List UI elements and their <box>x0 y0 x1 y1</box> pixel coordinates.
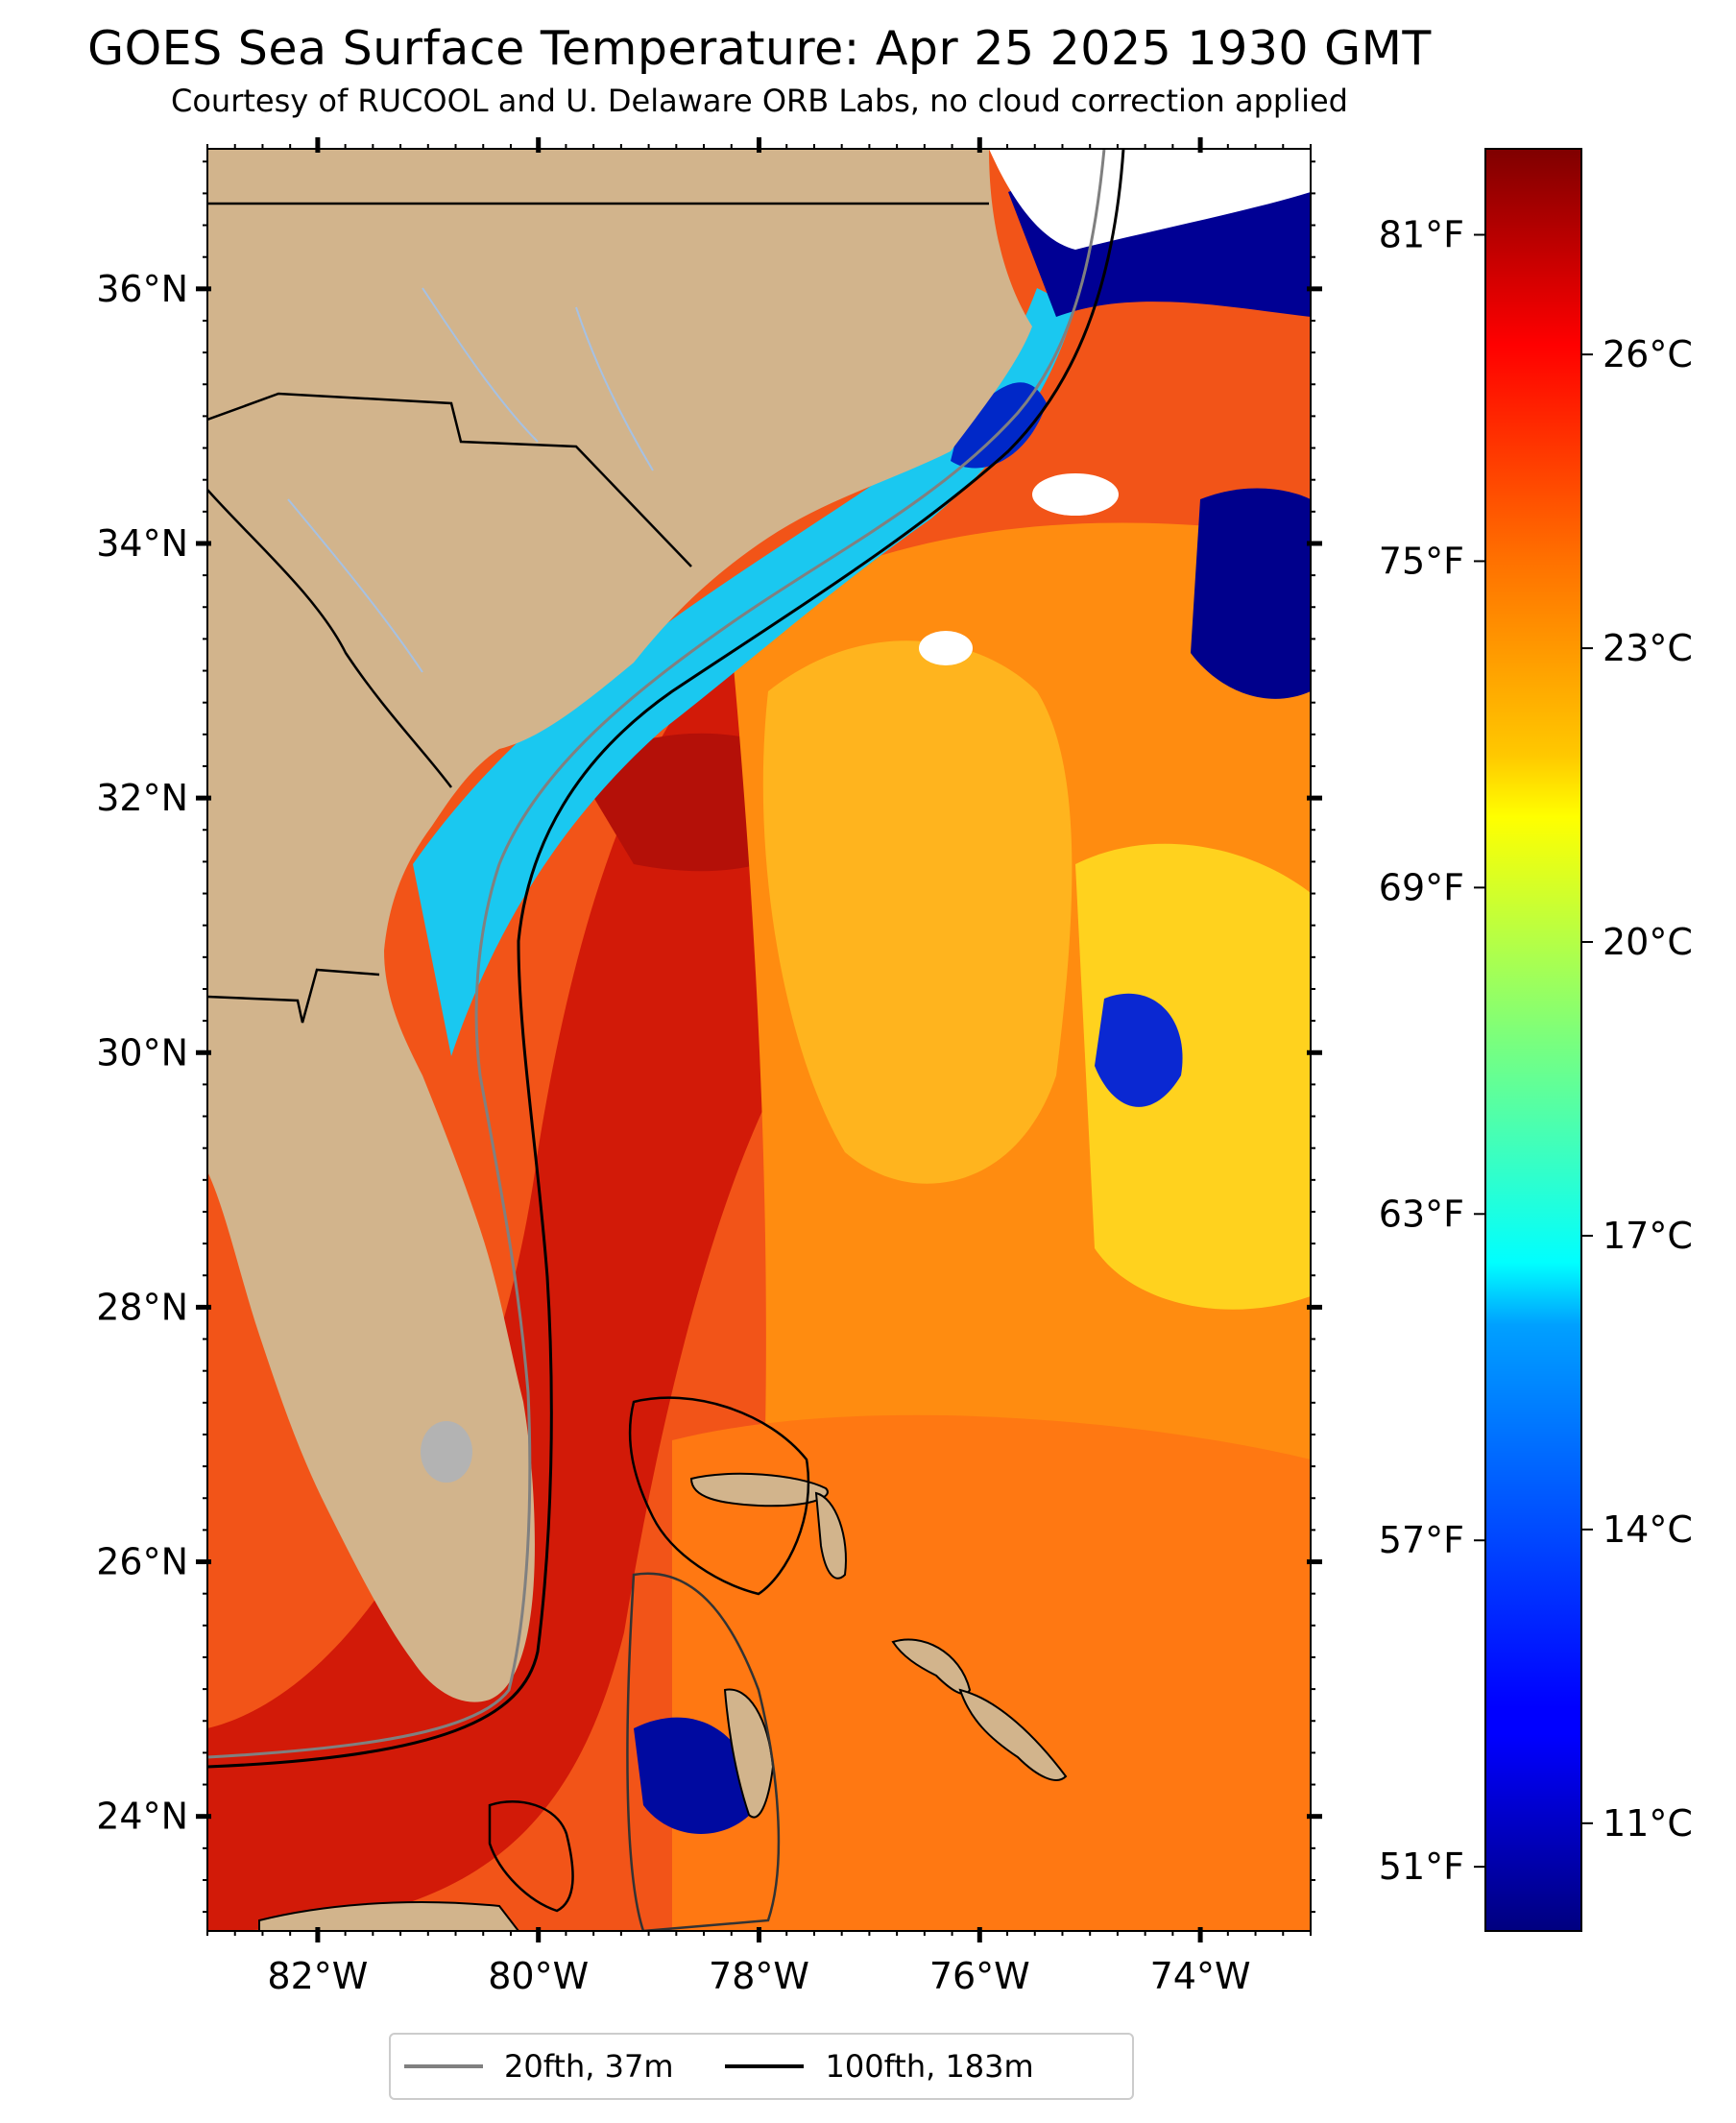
colorbar <box>1484 148 1582 1932</box>
y-tick-label: 24°N <box>96 1796 188 1838</box>
river-3 <box>287 498 423 673</box>
island-andros <box>723 1688 775 1819</box>
legend-item-20fth: 20fth, 37m <box>404 2048 673 2085</box>
right-axis-fahrenheit: 51°F 57°F 63°F 69°F 75°F 81°F <box>1379 214 1485 1888</box>
x-tick-label: 78°W <box>709 1955 809 1997</box>
cold-blob-bahamas <box>634 1717 759 1834</box>
river-2 <box>575 306 654 471</box>
y-tick-label: 30°N <box>96 1031 188 1074</box>
legend-swatch-100fth <box>725 2064 805 2068</box>
x-axis: 82°W 80°W 78°W 76°W 74°W <box>206 137 1312 1997</box>
cloud-offshore-1 <box>1032 473 1119 516</box>
isobath-bank-south <box>626 1572 781 1931</box>
isobath-cay-sal <box>488 1800 574 1913</box>
fahrenheit-tick-label: 75°F <box>1379 540 1464 582</box>
colorbar-axis: 11°C 14°C 17°C 20°C 23°C 26°C <box>1581 333 1693 1845</box>
lake-okeechobee <box>421 1421 472 1483</box>
river-1 <box>422 287 539 443</box>
colorbar-tick-label: 23°C <box>1603 627 1693 669</box>
legend-swatch-20fth <box>404 2064 483 2068</box>
island-abaco <box>814 1491 847 1580</box>
cool-shelf-band <box>413 288 1075 1056</box>
isobath-20fth <box>207 149 1106 1759</box>
legend-label-100fth: 100fth, 183m <box>825 2048 1034 2085</box>
colorbar-tick-label: 17°C <box>1603 1215 1693 1257</box>
colorbar-tick-label: 11°C <box>1603 1802 1693 1845</box>
x-tick-label: 82°W <box>267 1955 368 1997</box>
offshore-yellow-patch <box>762 640 1073 1184</box>
y-tick-label: 32°N <box>96 777 188 819</box>
legend-item-100fth: 100fth, 183m <box>725 2048 1034 2085</box>
state-border-nc-sc <box>207 392 692 567</box>
chart-subtitle: Courtesy of RUCOOL and U. Delaware ORB L… <box>171 83 1348 119</box>
cloud-cape-hatteras <box>989 149 1311 250</box>
fahrenheit-tick-label: 51°F <box>1379 1846 1464 1888</box>
cold-shelf-nc <box>951 382 1047 469</box>
colorbar-tick-label: 14°C <box>1603 1508 1693 1551</box>
fahrenheit-tick-label: 81°F <box>1379 214 1464 256</box>
cold-blob-east <box>1191 488 1311 699</box>
fahrenheit-tick-label: 57°F <box>1379 1519 1464 1561</box>
y-tick-label: 26°N <box>96 1541 188 1583</box>
us-coast-land <box>207 149 1032 1702</box>
y-tick-label: 36°N <box>96 268 188 310</box>
isobath-100fth <box>207 149 1125 1769</box>
isobath-bahamas-bank <box>628 1396 810 1596</box>
x-tick-label: 80°W <box>488 1955 589 1997</box>
yellow-patch-east <box>1075 843 1311 1310</box>
y-tick-label: 34°N <box>96 522 188 565</box>
cloud-offshore-2 <box>919 631 973 665</box>
legend: 20fth, 37m 100fth, 183m <box>389 2033 1134 2100</box>
fahrenheit-tick-label: 69°F <box>1379 866 1464 908</box>
state-border-sc-ga <box>207 489 452 788</box>
sst-map <box>207 149 1311 1931</box>
colorbar-tick-label: 20°C <box>1603 921 1693 963</box>
chart-title: GOES Sea Surface Temperature: Apr 25 202… <box>87 21 1432 76</box>
state-border-ga-fl <box>207 968 380 1024</box>
legend-label-20fth: 20fth, 37m <box>504 2048 674 2085</box>
island-cuba-edge <box>258 1901 520 1931</box>
y-tick-label: 28°N <box>96 1286 188 1328</box>
x-tick-label: 74°W <box>1150 1955 1251 1997</box>
y-axis: 24°N 26°N 28°N 30°N 32°N 34°N 36°N <box>96 160 1322 1914</box>
x-tick-label: 76°W <box>929 1955 1030 1997</box>
colorbar-tick-label: 26°C <box>1603 333 1693 375</box>
fahrenheit-tick-label: 63°F <box>1379 1193 1464 1235</box>
cold-blob-mid <box>1095 993 1183 1107</box>
island-exuma <box>958 1688 1068 1781</box>
